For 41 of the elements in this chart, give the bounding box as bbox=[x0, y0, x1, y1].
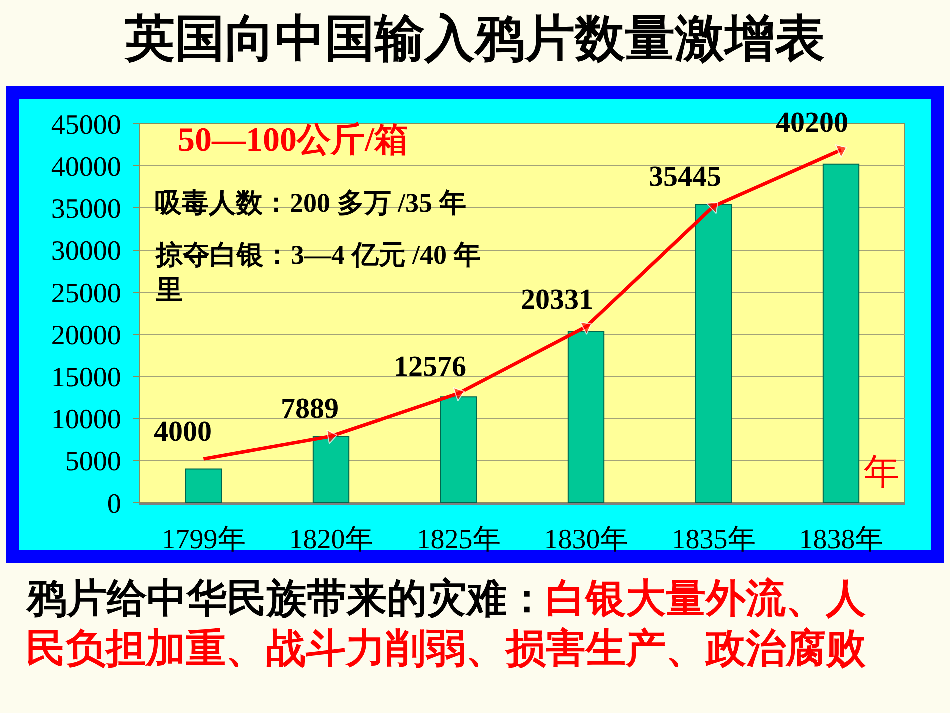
y-tick-label: 20000 bbox=[51, 320, 122, 352]
point bbox=[706, 202, 719, 214]
bar bbox=[695, 204, 732, 503]
annotation: 掠夺白银：3—4 亿元 /40 年里 bbox=[155, 240, 481, 306]
y-tick-label: 45000 bbox=[51, 110, 122, 141]
x-axis-title: 年 bbox=[864, 452, 900, 492]
y-tick-label: 25000 bbox=[51, 278, 122, 310]
point bbox=[453, 387, 465, 402]
point bbox=[326, 430, 338, 444]
data-label: 35445 bbox=[649, 161, 722, 193]
bar bbox=[185, 468, 222, 503]
bar bbox=[312, 436, 350, 503]
x-tick-label: 1835年 bbox=[672, 524, 756, 556]
x-tick-label: 1838年 bbox=[799, 524, 884, 556]
y-tick-label: 35000 bbox=[51, 194, 122, 226]
bar bbox=[822, 164, 860, 503]
y-tick-label: 30000 bbox=[51, 236, 122, 268]
y-tick-label: 10000 bbox=[51, 404, 122, 436]
y-tick-label: 5000 bbox=[65, 446, 122, 478]
text: 白银大量外流、人 bbox=[546, 576, 867, 621]
chart-title: 英国向中国输入鸦片数量激增表 bbox=[124, 10, 825, 66]
y-axis-title: 50—100公斤/箱 bbox=[178, 121, 408, 159]
data-label: 40200 bbox=[776, 107, 848, 139]
point bbox=[835, 144, 848, 158]
x-tick-label: 1799年 bbox=[162, 524, 246, 556]
x-tick-label: 1820年 bbox=[289, 524, 374, 556]
x-tick-label: 1825年 bbox=[416, 524, 501, 556]
text: 鸦片给中华民族带来的灾难： bbox=[26, 576, 547, 621]
x-tick-label: 1830年 bbox=[544, 524, 628, 556]
text: 民负担加重、战斗力削弱、损害生产、政治腐败 bbox=[26, 626, 867, 671]
data-label: 20331 bbox=[521, 284, 594, 316]
bar bbox=[440, 396, 478, 503]
y-tick-label: 0 bbox=[107, 488, 122, 520]
y-tick-label: 15000 bbox=[51, 362, 122, 394]
annotation: 吸毒人数：200 多万 /35 年 bbox=[155, 188, 466, 218]
bar bbox=[568, 331, 605, 503]
data-label: 12576 bbox=[394, 351, 466, 383]
point bbox=[580, 322, 592, 336]
y-tick-label: 40000 bbox=[51, 152, 122, 183]
data-label: 7889 bbox=[281, 393, 339, 425]
data-label: 4000 bbox=[154, 416, 212, 448]
